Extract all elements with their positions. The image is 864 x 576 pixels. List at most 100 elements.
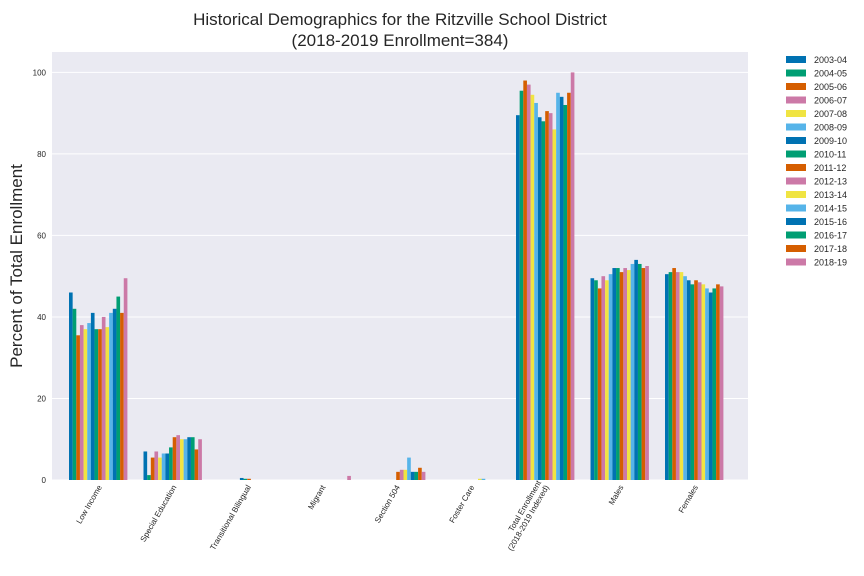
bar: [165, 453, 170, 480]
bar: [697, 282, 702, 480]
bar: [612, 268, 617, 480]
bar: [567, 92, 571, 480]
x-tick-label: Total Enrollment(2018-2019 Indexed): [498, 478, 551, 552]
x-tick-label: Section 504: [373, 483, 402, 525]
bar: [120, 312, 124, 480]
bar: [403, 469, 408, 480]
bar: [414, 471, 419, 480]
bar: [526, 84, 531, 480]
legend-swatch: [786, 204, 806, 212]
bar: [183, 439, 188, 480]
bar: [556, 92, 560, 480]
legend-swatch: [786, 231, 806, 239]
bar: [407, 457, 411, 480]
bar: [690, 284, 695, 480]
legend-entry: 2013-14: [814, 190, 847, 200]
y-tick-label: 80: [37, 150, 46, 159]
legend-swatch: [786, 218, 806, 225]
legend-entry: 2015-16: [814, 217, 847, 227]
bar: [630, 263, 635, 480]
x-tick-label: Transitional Bilingual: [208, 483, 253, 551]
bar: [519, 90, 524, 480]
bar: [701, 284, 706, 480]
bar: [641, 268, 646, 480]
bar: [72, 308, 77, 480]
x-tick-label: Foster Care: [448, 483, 477, 525]
bar: [594, 280, 598, 480]
chart-subtitle: (2018-2019 Enrollment=384): [292, 31, 509, 50]
bar: [123, 278, 128, 480]
bar: [686, 280, 691, 480]
bar: [616, 268, 620, 480]
x-tick-label: Females: [677, 484, 700, 515]
legend-swatch: [786, 110, 806, 117]
legend-entry: 2006-07: [814, 96, 847, 106]
bar: [675, 272, 680, 480]
bar: [634, 259, 638, 480]
legend-entry: 2016-17: [814, 231, 847, 241]
bar: [552, 129, 557, 480]
y-axis-ticks: 0 20 40 60 80 100: [33, 68, 47, 485]
legend-swatch: [786, 177, 806, 185]
x-axis-ticks: Low Income Special Education Transitional …: [75, 478, 700, 552]
bar: [396, 471, 400, 480]
bar: [172, 437, 177, 480]
bar: [347, 475, 351, 480]
bar: [147, 475, 151, 480]
bar: [672, 268, 676, 480]
bar: [705, 288, 709, 480]
bar: [243, 478, 248, 480]
bar: [545, 111, 549, 480]
bar: [708, 292, 713, 480]
bar: [534, 102, 538, 480]
bar: [109, 312, 113, 480]
y-tick-label: 20: [37, 394, 46, 403]
bar: [190, 437, 195, 480]
bar: [169, 447, 173, 480]
bar: [87, 323, 91, 480]
bar: [559, 96, 564, 480]
bar: [716, 284, 720, 480]
chart-title: Historical Demographics for the Ritzvill…: [193, 10, 607, 29]
legend-swatch: [786, 96, 806, 104]
y-tick-label: 40: [37, 313, 46, 322]
bar: [187, 437, 191, 480]
legend: 2003-04 2004-05 2005-06 2006-07 2007-08 2008-…: [786, 55, 847, 268]
bar: [112, 308, 117, 480]
bar: [605, 280, 609, 480]
bar: [694, 280, 698, 480]
bar: [712, 288, 717, 480]
legend-swatch: [786, 245, 806, 252]
bar: [69, 292, 73, 480]
bar: [523, 80, 527, 481]
legend-swatch: [786, 164, 806, 171]
bar: [537, 117, 542, 480]
bar: [665, 274, 669, 480]
legend-swatch: [786, 69, 806, 77]
legend-entry: 2004-05: [814, 69, 847, 79]
bar: [198, 439, 202, 480]
bar: [418, 467, 422, 480]
bar: [668, 272, 673, 480]
bar: [516, 115, 520, 480]
bar: [590, 278, 595, 480]
x-tick-label: Migrant: [306, 483, 328, 511]
bar: [94, 329, 99, 480]
bar: [627, 270, 631, 480]
bar: [683, 276, 687, 480]
bar: [247, 478, 251, 480]
legend-swatch: [786, 137, 806, 144]
bar: [481, 478, 486, 480]
bar: [410, 471, 415, 480]
bar: [158, 457, 162, 480]
legend-entry: 2014-15: [814, 204, 847, 214]
bar: [570, 72, 575, 480]
bar: [608, 274, 613, 480]
bar: [548, 113, 553, 481]
bar: [101, 316, 106, 480]
legend-swatch: [786, 258, 806, 266]
x-tick-label: Special Education: [139, 484, 179, 544]
bar: [637, 263, 642, 480]
bar: [597, 288, 602, 480]
